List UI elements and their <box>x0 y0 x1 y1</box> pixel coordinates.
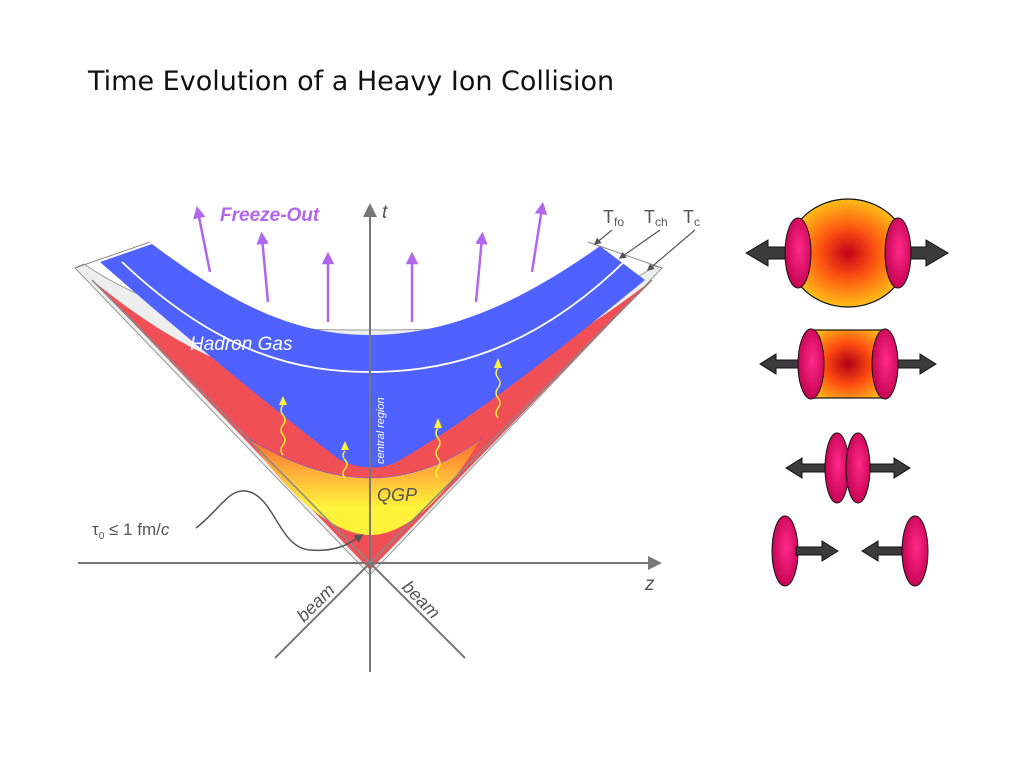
tau-pointer <box>195 490 364 552</box>
photon-arrow <box>435 427 441 479</box>
beam-right-label: beam <box>398 577 444 623</box>
hadron-gas-label: Hadron Gas <box>190 334 293 355</box>
tau-subscript: 0 <box>99 531 105 542</box>
freeze-out-arrow <box>256 231 270 303</box>
beam-left-label: beam <box>293 580 339 626</box>
nucleus-left <box>784 217 812 289</box>
temperature-pointers <box>593 229 696 271</box>
hadron-gas-band <box>100 244 645 468</box>
tau-c: c <box>161 520 170 539</box>
t-c-label: Tc <box>683 207 700 229</box>
freeze-out-arrow <box>193 205 212 273</box>
stage-overlap <box>785 432 911 504</box>
beam-right-line <box>369 562 466 659</box>
qgp-label: QGP <box>377 485 417 505</box>
page-title: Time Evolution of a Heavy Ion Collision <box>88 66 615 97</box>
tau-symbol: τ <box>92 520 99 539</box>
stage-approach <box>771 515 929 587</box>
beam-left-line <box>274 562 371 659</box>
t-fo-label: Tfo <box>603 207 624 229</box>
tau-text: ≤ 1 fm/ <box>104 520 161 539</box>
light-cone-left <box>91 279 371 564</box>
central-region-label: central region <box>375 397 387 464</box>
nucleus-left <box>797 328 825 400</box>
t-axis-label: t <box>382 202 388 223</box>
nucleus-right <box>884 217 912 289</box>
nucleus-right <box>901 515 929 587</box>
photon-arrow <box>495 367 501 419</box>
stage-expanded-fireball <box>745 198 949 308</box>
nucleus-right <box>845 432 871 504</box>
freeze-out-arrow <box>474 231 488 303</box>
freeze-out-arrow <box>530 201 548 273</box>
nucleus-right <box>871 328 899 400</box>
collision-stages <box>745 198 949 587</box>
z-axis-label: z <box>644 574 655 595</box>
photon-arrow <box>342 450 348 479</box>
axes <box>78 203 662 672</box>
freeze-out-label: Freeze-Out <box>220 205 320 226</box>
photon-arrows <box>279 358 502 479</box>
freeze-out-arrows <box>193 201 548 322</box>
light-cone-right <box>369 279 653 564</box>
nucleus-left <box>771 515 799 587</box>
photon-arrow <box>280 404 286 456</box>
t-ch-label: Tch <box>644 207 668 229</box>
nucleus-left <box>824 432 850 504</box>
stage-cylinder-fireball <box>759 328 937 400</box>
tau-label: τ0 ≤ 1 fm/c <box>92 520 170 542</box>
